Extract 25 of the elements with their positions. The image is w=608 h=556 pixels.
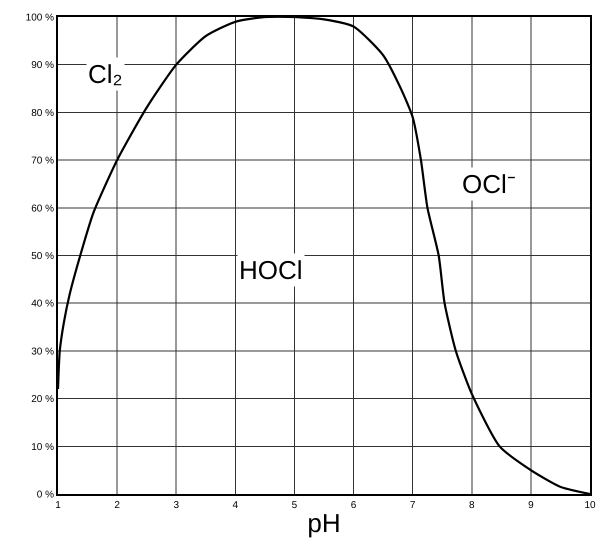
y-tick-label: 20 % [31, 394, 54, 406]
x-tick-label: 10 [584, 500, 596, 511]
annotation: Cl₂ [88, 59, 123, 89]
y-tick-label: 80 % [31, 108, 54, 119]
annotation: OCl⁻ [462, 169, 516, 199]
y-tick-label: 60 % [31, 203, 54, 214]
x-tick-label: 7 [410, 500, 416, 511]
y-tick-label: 90 % [31, 60, 54, 72]
y-tick-label: 70 % [31, 156, 54, 167]
x-tick-label: 9 [528, 500, 534, 511]
annotation: HOCl [239, 255, 303, 285]
x-tick-label: 6 [350, 500, 357, 511]
y-tick-label: 0 % [36, 490, 54, 500]
y-tick-label: 50 % [31, 251, 54, 262]
x-tick-label: 2 [114, 500, 120, 511]
x-tick-label: 8 [469, 500, 475, 511]
y-tick-label: 10 % [31, 442, 54, 453]
x-tick-label: 4 [232, 500, 239, 511]
x-axis-title: pH [307, 508, 341, 538]
x-tick-label: 3 [173, 500, 180, 511]
y-tick-label: 30 % [31, 346, 54, 358]
x-tick-label: 1 [55, 500, 62, 511]
x-tick-label: 5 [292, 500, 298, 511]
y-tick-label: 40 % [31, 298, 54, 310]
y-tick-label: 100 % [26, 12, 54, 24]
